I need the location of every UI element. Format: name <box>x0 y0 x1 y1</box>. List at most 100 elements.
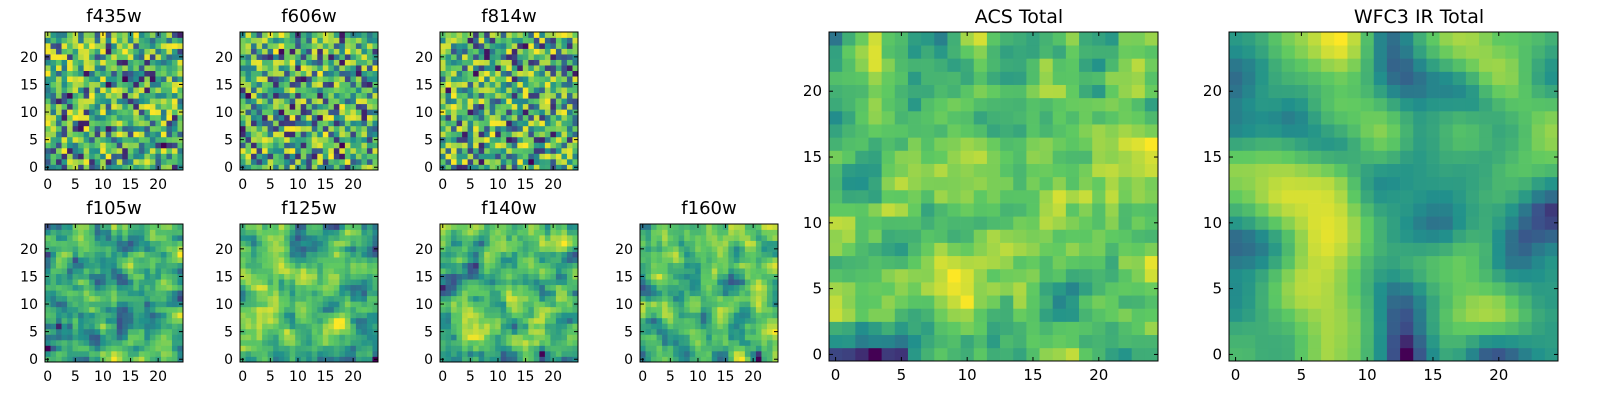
heatmap-cell <box>295 81 302 88</box>
heatmap-cell <box>306 334 313 341</box>
heatmap-cell <box>1092 321 1106 336</box>
heatmap-cell <box>539 345 546 352</box>
heatmap-cell <box>662 356 668 363</box>
heatmap-cell <box>467 92 474 99</box>
heatmap-cell <box>561 273 568 280</box>
x-tick-label: 20 <box>344 369 362 385</box>
heatmap-cell <box>456 98 463 105</box>
heatmap-cell <box>555 76 562 83</box>
heatmap-cell <box>166 142 173 149</box>
heatmap-cell <box>116 120 123 127</box>
heatmap-cell <box>328 59 335 66</box>
heatmap-cell <box>695 312 702 319</box>
heatmap-cell <box>339 279 346 286</box>
heatmap-cell <box>772 323 779 330</box>
heatmap-cell <box>61 224 68 230</box>
heatmap-cell <box>366 350 373 357</box>
heatmap-cell <box>111 224 118 230</box>
heatmap-cell <box>306 136 313 143</box>
heatmap-cell <box>339 114 346 121</box>
heatmap-cell <box>56 98 62 105</box>
heatmap-cell <box>317 164 324 171</box>
heatmap-cell <box>761 279 768 286</box>
heatmap-cell <box>451 317 457 324</box>
heatmap-cell <box>155 87 162 94</box>
heatmap-cell <box>550 131 557 138</box>
heatmap-cell <box>45 120 51 127</box>
heatmap-cell <box>295 54 302 60</box>
heatmap-cell <box>744 306 751 313</box>
heatmap-cell <box>56 103 62 110</box>
heatmap-cell <box>500 65 507 71</box>
heatmap-cell <box>544 229 551 236</box>
heatmap-cell <box>289 323 296 330</box>
heatmap-cell <box>662 262 668 269</box>
heatmap-cell <box>855 242 869 257</box>
heatmap-cell <box>61 48 68 55</box>
heatmap-cell <box>451 312 457 319</box>
heatmap-cell <box>328 87 335 94</box>
heatmap-cell <box>83 345 90 352</box>
x-tick-label: 10 <box>489 177 507 193</box>
heatmap-cell <box>166 103 173 110</box>
heatmap-cell <box>160 153 167 160</box>
heatmap-cell <box>728 279 735 286</box>
heatmap-cell <box>689 295 696 302</box>
heatmap-cell <box>445 235 452 241</box>
heatmap-cell <box>689 350 696 357</box>
heatmap-cell <box>116 131 123 138</box>
heatmap-cell <box>506 54 513 60</box>
heatmap-cell <box>284 120 291 127</box>
heatmap-cell <box>177 268 184 275</box>
heatmap-cell <box>127 147 134 154</box>
heatmap-cell <box>539 317 546 324</box>
heatmap-cell <box>733 224 740 230</box>
heatmap-cell <box>500 290 507 297</box>
heatmap-cell <box>311 312 318 319</box>
heatmap-cell <box>155 120 162 127</box>
heatmap-cell <box>1144 347 1159 362</box>
heatmap-cell <box>72 76 79 83</box>
heatmap-cell <box>495 54 502 60</box>
heatmap-cell <box>366 32 373 38</box>
heatmap-cell <box>506 43 513 49</box>
heatmap-cell <box>561 295 568 302</box>
heatmap-cell <box>122 306 129 313</box>
heatmap-cell <box>56 76 62 83</box>
heatmap-cell <box>766 246 773 252</box>
heatmap-cell <box>284 268 291 275</box>
heatmap-cell <box>462 268 468 275</box>
heatmap-cell <box>456 136 463 143</box>
heatmap-cell <box>829 282 843 296</box>
heatmap-cell <box>67 323 73 330</box>
heatmap-cell <box>160 98 167 105</box>
heatmap-cell <box>355 301 362 308</box>
heatmap-cell <box>267 65 274 71</box>
heatmap-cell <box>484 301 491 308</box>
heatmap-cell <box>333 312 340 319</box>
heatmap-cell <box>706 246 713 252</box>
heatmap-cell <box>495 229 502 236</box>
heatmap-cell <box>177 312 184 319</box>
heatmap-cell <box>240 257 246 263</box>
heatmap-cell <box>445 76 452 83</box>
heatmap-cell <box>138 54 145 60</box>
heatmap-cell <box>440 279 446 286</box>
heatmap-cell <box>83 323 90 330</box>
heatmap-cell <box>56 131 62 138</box>
heatmap-cell <box>517 328 524 335</box>
heatmap-cell <box>733 323 740 330</box>
heatmap-cell <box>722 317 729 324</box>
heatmap-cell <box>317 120 324 127</box>
heatmap-cell <box>94 158 101 165</box>
heatmap-cell <box>317 125 324 132</box>
heatmap-cell <box>344 59 351 66</box>
heatmap-cell <box>295 120 302 127</box>
heatmap-cell <box>61 54 68 60</box>
heatmap-cell <box>528 312 535 319</box>
heatmap-cell <box>155 295 162 302</box>
heatmap-cell <box>67 268 73 275</box>
heatmap-cell <box>133 339 140 346</box>
heatmap-cell <box>934 334 948 349</box>
heatmap-cell <box>473 317 479 324</box>
